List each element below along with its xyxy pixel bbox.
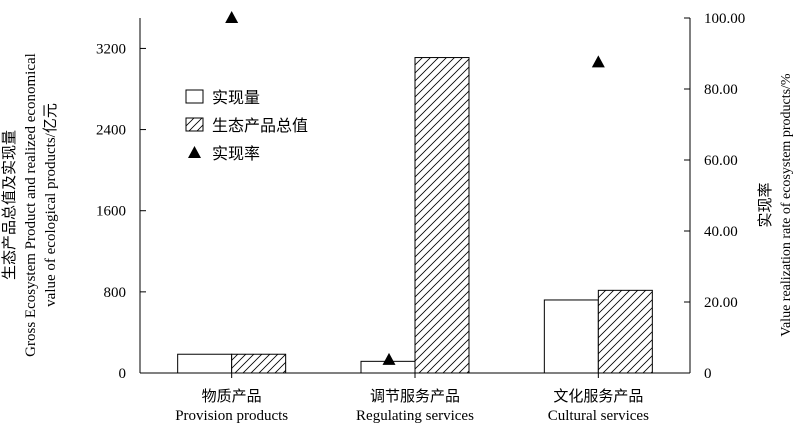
legend-swatch-gep: [185, 117, 204, 132]
marker-rate: [382, 352, 396, 365]
right-tick-label: 80.00: [704, 82, 738, 98]
right-tick-label: 20.00: [704, 295, 738, 311]
legend-swatch-realized: [185, 89, 204, 104]
marker-rate: [591, 55, 605, 68]
right-tick-label: 60.00: [704, 153, 738, 169]
legend: 实现量 生态产品总值 实现率: [185, 89, 308, 163]
category-labels: 物质产品 Provision products 调节服务产品 Regulating s…: [175, 373, 649, 424]
category-label-zh: 调节服务产品: [370, 388, 460, 405]
right-axis-title: 实现率 Value realization rate of ecosystem …: [757, 73, 794, 337]
right-axis-ticks: 0 20.00 40.00 60.00 80.00 100.00: [684, 11, 745, 382]
left-tick-label: 800: [104, 285, 127, 301]
left-tick-label: 3200: [96, 41, 126, 57]
right-tick-label: 100.00: [704, 11, 745, 27]
left-axis-title: 生态产品总值及实现量 Gross Ecosystem Product and r…: [1, 53, 59, 357]
left-axis-title-en-text: value of ecological products/: [43, 132, 59, 307]
legend-label-gep: 生态产品总值: [212, 117, 308, 135]
legend-label-rate: 实现率: [212, 145, 260, 163]
bar-gep: [231, 353, 287, 374]
category-label-zh: 物质产品: [202, 388, 262, 405]
right-tick-label: 40.00: [704, 224, 738, 240]
bars: [177, 57, 653, 374]
bar-gep: [414, 57, 470, 374]
right-axis-title-zh: 实现率: [757, 182, 774, 227]
legend-label-realized: 实现量: [212, 89, 260, 107]
left-axis-title-en-line2: value of ecological products/亿元: [42, 103, 59, 307]
category-label-en: Cultural services: [548, 408, 649, 424]
bar-gep: [597, 289, 653, 374]
marker-rate: [225, 11, 239, 23]
category-label-en: Regulating services: [356, 408, 474, 424]
category-label-zh: 文化服务产品: [553, 388, 643, 405]
legend-swatch-rate: [188, 146, 201, 158]
bar-realized: [177, 353, 233, 374]
left-tick-label: 2400: [96, 123, 126, 139]
right-axis-title-en: Value realization rate of ecosystem prod…: [779, 73, 794, 337]
left-axis-title-en-line1: Gross Ecosystem Product and realized eco…: [23, 53, 39, 357]
right-tick-label: 0: [704, 366, 712, 382]
markers: [225, 11, 605, 365]
left-axis-title-zh: 生态产品总值及实现量: [1, 130, 18, 280]
left-tick-label: 0: [119, 366, 127, 382]
category-label-en: Provision products: [175, 408, 288, 424]
left-axis-ticks: 0 800 1600 2400 3200: [96, 41, 146, 382]
left-axis-unit: 亿元: [42, 103, 59, 133]
left-tick-label: 1600: [96, 204, 126, 220]
bar-realized: [543, 299, 599, 374]
